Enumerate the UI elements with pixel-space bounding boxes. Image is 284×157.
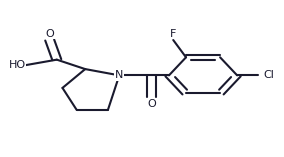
Text: N: N <box>115 70 124 80</box>
Text: F: F <box>170 29 176 39</box>
Text: Cl: Cl <box>263 70 274 80</box>
Text: HO: HO <box>9 60 26 70</box>
Text: O: O <box>148 99 156 109</box>
Text: O: O <box>45 29 54 39</box>
